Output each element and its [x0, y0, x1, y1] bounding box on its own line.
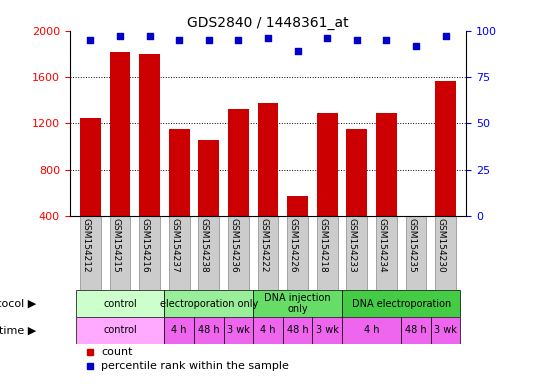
Text: 4 h: 4 h [260, 325, 276, 335]
Text: GSM154212: GSM154212 [81, 218, 91, 273]
Text: DNA injection
only: DNA injection only [264, 293, 331, 314]
Point [86, 37, 95, 43]
Point [382, 37, 391, 43]
Text: GSM154215: GSM154215 [111, 218, 120, 273]
Text: GSM154234: GSM154234 [377, 218, 386, 273]
Bar [258, 103, 278, 262]
Bar [287, 196, 308, 262]
FancyBboxPatch shape [194, 317, 224, 344]
Point [353, 37, 361, 43]
Text: 48 h: 48 h [198, 325, 220, 335]
Text: GSM154236: GSM154236 [229, 218, 239, 273]
Text: 48 h: 48 h [405, 325, 427, 335]
FancyBboxPatch shape [139, 216, 160, 290]
Text: GSM154238: GSM154238 [200, 218, 209, 273]
Bar [198, 139, 219, 262]
FancyBboxPatch shape [258, 216, 278, 290]
FancyBboxPatch shape [376, 216, 397, 290]
Text: GSM154226: GSM154226 [288, 218, 297, 273]
FancyBboxPatch shape [406, 216, 426, 290]
FancyBboxPatch shape [253, 290, 342, 317]
FancyBboxPatch shape [342, 290, 460, 317]
FancyBboxPatch shape [317, 216, 338, 290]
FancyBboxPatch shape [165, 290, 253, 317]
Point [116, 33, 124, 39]
Bar [169, 129, 190, 262]
FancyBboxPatch shape [224, 317, 253, 344]
Bar [435, 81, 456, 262]
Text: 4 h: 4 h [172, 325, 187, 335]
Text: control: control [103, 325, 137, 335]
Point [264, 35, 272, 41]
FancyBboxPatch shape [346, 216, 367, 290]
FancyBboxPatch shape [312, 317, 342, 344]
Point [323, 35, 331, 41]
FancyBboxPatch shape [228, 216, 249, 290]
FancyBboxPatch shape [253, 317, 283, 344]
Bar [110, 51, 130, 262]
Text: 4 h: 4 h [364, 325, 379, 335]
Text: 3 wk: 3 wk [227, 325, 250, 335]
Text: GSM154230: GSM154230 [437, 218, 445, 273]
Bar [80, 118, 101, 262]
Point [412, 43, 420, 49]
Point [145, 33, 154, 39]
FancyBboxPatch shape [169, 216, 190, 290]
Text: GSM154237: GSM154237 [170, 218, 179, 273]
Text: protocol ▶: protocol ▶ [0, 298, 36, 308]
Point [441, 33, 450, 39]
FancyBboxPatch shape [110, 216, 130, 290]
FancyBboxPatch shape [342, 317, 401, 344]
FancyBboxPatch shape [431, 317, 460, 344]
Text: percentile rank within the sample: percentile rank within the sample [101, 361, 289, 371]
Text: 3 wk: 3 wk [434, 325, 457, 335]
FancyBboxPatch shape [401, 317, 431, 344]
FancyBboxPatch shape [76, 317, 165, 344]
FancyBboxPatch shape [80, 216, 101, 290]
Bar [376, 113, 397, 262]
FancyBboxPatch shape [283, 317, 312, 344]
Text: count: count [101, 347, 133, 357]
Point [205, 37, 213, 43]
FancyBboxPatch shape [435, 216, 456, 290]
Bar [228, 109, 249, 262]
Bar [139, 54, 160, 262]
FancyBboxPatch shape [165, 317, 194, 344]
Text: GSM154218: GSM154218 [318, 218, 327, 273]
Text: control: control [103, 298, 137, 308]
Text: 3 wk: 3 wk [316, 325, 339, 335]
Text: GSM154222: GSM154222 [259, 218, 268, 273]
Title: GDS2840 / 1448361_at: GDS2840 / 1448361_at [187, 16, 349, 30]
FancyBboxPatch shape [287, 216, 308, 290]
Bar [317, 113, 338, 262]
Point [175, 37, 183, 43]
Bar [406, 218, 426, 262]
Point [293, 48, 302, 54]
Text: GSM154233: GSM154233 [348, 218, 357, 273]
Text: GSM154216: GSM154216 [140, 218, 150, 273]
Text: electroporation only: electroporation only [160, 298, 258, 308]
Bar [346, 129, 367, 262]
Text: DNA electroporation: DNA electroporation [352, 298, 451, 308]
Text: GSM154235: GSM154235 [407, 218, 416, 273]
Point [234, 37, 243, 43]
FancyBboxPatch shape [198, 216, 219, 290]
FancyBboxPatch shape [76, 290, 165, 317]
Text: time ▶: time ▶ [0, 325, 36, 335]
Text: 48 h: 48 h [287, 325, 308, 335]
